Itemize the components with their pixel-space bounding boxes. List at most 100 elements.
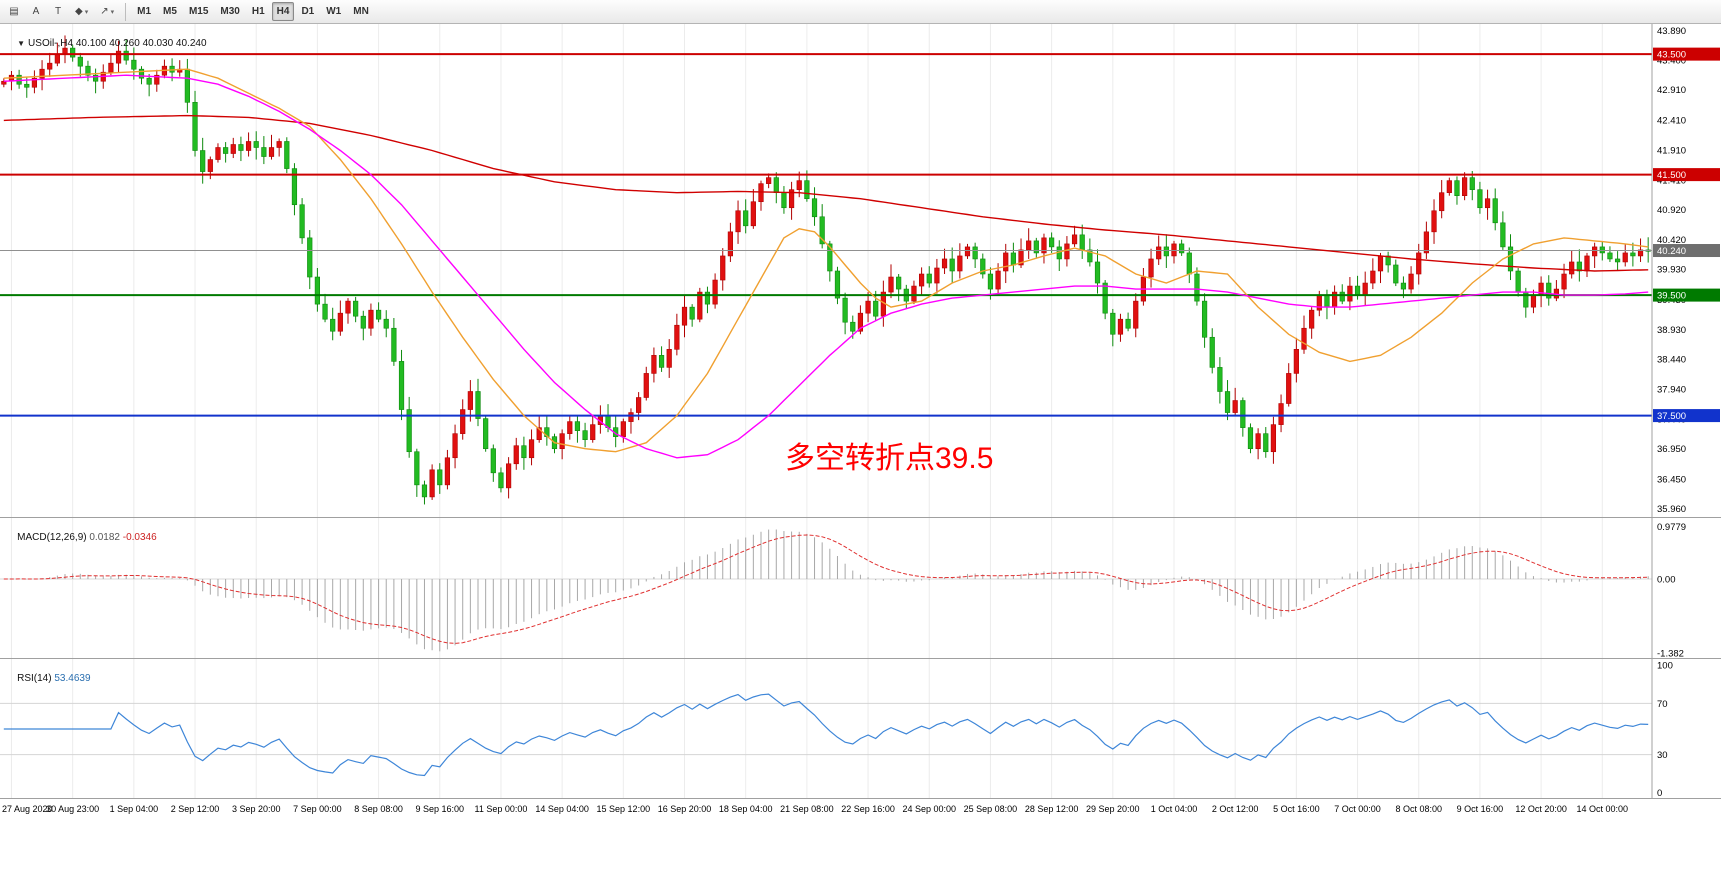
main-chart-canvas[interactable]: 43.89043.40042.91042.41041.91041.41040.9…: [0, 24, 1721, 518]
candle-body: [238, 144, 244, 151]
tf-button-m5[interactable]: M5: [163, 6, 177, 17]
time-tick-label: 25 Sep 08:00: [964, 804, 1018, 814]
candle-body: [1462, 177, 1468, 196]
candle-body: [1270, 424, 1277, 453]
candle-body: [1607, 252, 1613, 260]
candle-body: [330, 318, 336, 332]
candle-body: [467, 391, 473, 410]
candle-body: [1370, 270, 1376, 284]
time-tick-label: 14 Sep 04:00: [535, 804, 589, 814]
candle-body: [827, 243, 833, 272]
candle-body: [1217, 367, 1223, 392]
candle-body: [131, 59, 137, 70]
candle-body: [108, 62, 114, 73]
candle-body: [268, 147, 275, 157]
candle-body: [750, 201, 756, 227]
candle-body: [850, 321, 856, 332]
candle-body: [1477, 189, 1483, 209]
tf-button-d1[interactable]: D1: [301, 6, 315, 17]
candle-body: [888, 276, 894, 293]
candle-body: [1507, 246, 1514, 272]
price-tick-label: 42.910: [1657, 85, 1686, 96]
candle-body: [429, 469, 435, 498]
tf-button-h1[interactable]: H1: [251, 6, 265, 17]
candle-body: [574, 421, 581, 431]
macd-tick-label: 0.9779: [1657, 522, 1686, 533]
candle-body: [842, 297, 848, 323]
price-tick-label: 40.920: [1657, 205, 1686, 216]
candle-body: [1186, 252, 1192, 275]
candle-body: [1454, 180, 1460, 196]
candle-body: [1492, 198, 1498, 224]
candle-body: [1026, 240, 1032, 251]
tf-button-m30[interactable]: M30: [220, 6, 240, 17]
candle-body: [704, 291, 711, 305]
rsi-tick-label: 100: [1657, 661, 1673, 672]
price-tick-label: 36.950: [1657, 444, 1686, 455]
candle-body: [383, 318, 389, 329]
candle-body: [291, 168, 298, 206]
candle-body: [421, 484, 428, 498]
candle-body: [1079, 234, 1085, 251]
candle-body: [1592, 246, 1598, 257]
candle-body: [1110, 312, 1116, 335]
candle-body: [276, 141, 282, 148]
candle-body: [460, 409, 466, 434]
candle-body: [620, 421, 626, 437]
candle-body: [1377, 255, 1384, 272]
tf-button-mn[interactable]: MN: [353, 6, 369, 17]
time-tick-label: 2 Oct 12:00: [1212, 804, 1259, 814]
candle-body: [1201, 300, 1208, 338]
candle-body: [919, 273, 925, 287]
macd-panel[interactable]: MACD(12,26,9) 0.0182 -0.0346 0.9779 0.00-…: [0, 518, 1721, 659]
tf-button-w1[interactable]: W1: [326, 6, 342, 17]
candle-body: [720, 255, 726, 281]
candle-body: [727, 231, 733, 257]
candle-body: [1423, 231, 1429, 254]
candle-body: [93, 74, 99, 82]
tf-button-m15[interactable]: M15: [188, 6, 209, 17]
rsi-panel[interactable]: RSI(14) 53.4639 100 70 30 0: [0, 659, 1721, 799]
tf-button-m1[interactable]: M1: [137, 6, 152, 17]
price-badge: [1653, 47, 1720, 61]
time-tick-label: 29 Sep 20:00: [1086, 804, 1140, 814]
candle-body: [666, 349, 672, 368]
candle-body: [498, 472, 504, 489]
candle-body: [1339, 291, 1345, 302]
candle-body: [1041, 237, 1047, 254]
candle-body: [1194, 273, 1200, 302]
rsi-line: [3, 693, 1649, 777]
text-tool-button[interactable]: T: [54, 6, 62, 17]
price-badge-label: 43.500: [1657, 50, 1686, 61]
candle-body: [658, 355, 665, 368]
candle-body: [651, 355, 657, 374]
candle-body: [154, 74, 160, 85]
time-tick-label: 15 Sep 12:00: [597, 804, 651, 814]
lines-tool-icon[interactable]: ↗ ▾: [100, 6, 115, 17]
candle-body: [926, 273, 932, 284]
time-tick-label: 8 Sep 08:00: [354, 804, 403, 814]
rsi-canvas[interactable]: 100 70 30 0: [0, 659, 1721, 799]
candle-body: [360, 315, 366, 329]
candle-body: [1133, 300, 1139, 329]
macd-canvas[interactable]: 0.9779 0.00 -1.382: [0, 518, 1721, 659]
candle-body: [1156, 246, 1162, 260]
candle-body: [353, 300, 359, 317]
time-axis[interactable]: 27 Aug 2020 30 Aug 23:00 1 Sep 04:00 2 Sep …: [0, 799, 1721, 819]
candle-body: [712, 279, 718, 305]
drawing-tools-group: ▤ A T ◆ ▾ ↗ ▾: [3, 2, 120, 21]
charts-grid-icon[interactable]: ▤: [9, 6, 19, 17]
candle-body: [735, 210, 741, 233]
shapes-tool-icon[interactable]: ◆ ▾: [75, 6, 89, 17]
main-chart-panel[interactable]: ▼ USOil-,H4 40.100 40.260 40.030 40.240 4…: [0, 24, 1721, 518]
candle-body: [200, 150, 206, 172]
price-badge-label: 39.500: [1657, 291, 1686, 302]
candle-body: [559, 433, 565, 450]
candle-body: [506, 463, 512, 489]
tf-button-h4[interactable]: H4: [271, 2, 295, 21]
candle-body: [1071, 234, 1078, 245]
arrow-tool-button[interactable]: A: [32, 6, 40, 17]
time-tick-label: 27 Aug 2020: [2, 804, 53, 814]
candle-body: [314, 276, 320, 305]
time-tick-label: 3 Sep 20:00: [232, 804, 281, 814]
